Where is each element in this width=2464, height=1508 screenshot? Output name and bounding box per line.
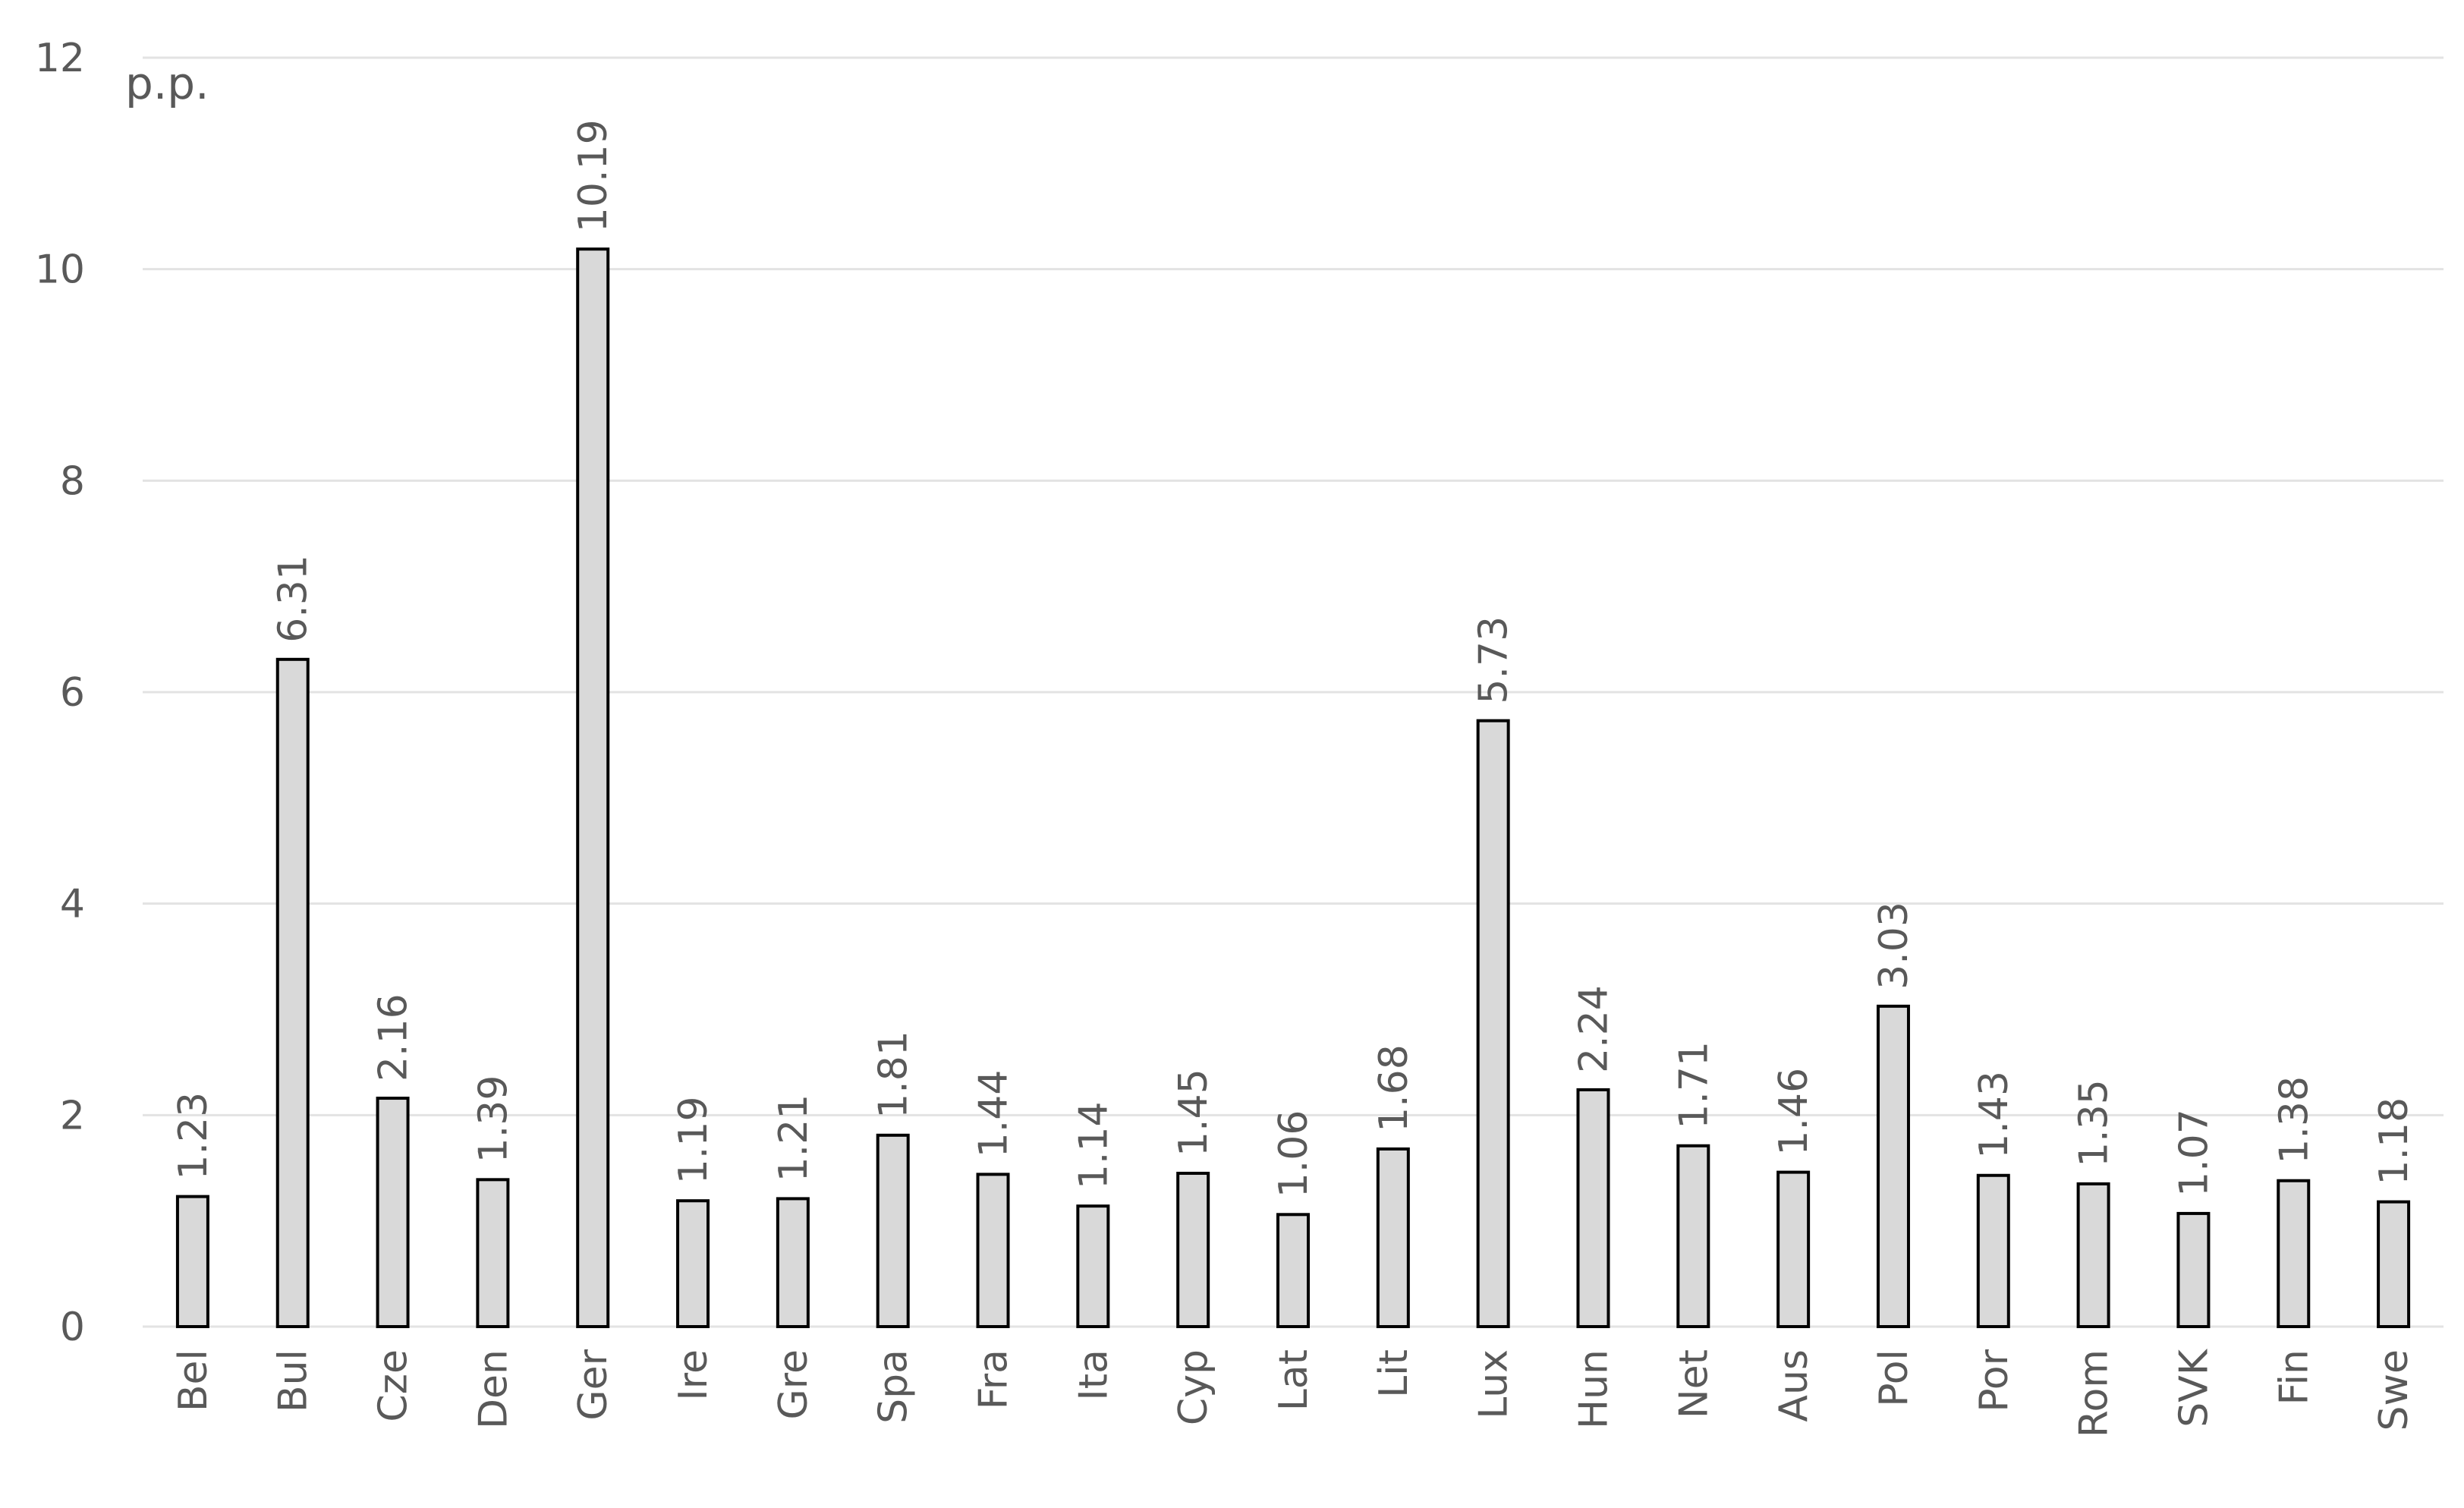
bar-rom [2076, 1182, 2110, 1329]
bar-lux [1476, 719, 1510, 1328]
bar-cyp [1176, 1171, 1210, 1329]
y-tick-label: 12 [35, 36, 85, 81]
x-tick-label: Fra [971, 1349, 1017, 1409]
bar-aus [1776, 1170, 1811, 1329]
bar-pol [1876, 1004, 1910, 1328]
x-tick-label: SVK [2171, 1348, 2217, 1428]
data-label: 2.24 [1571, 985, 1616, 1073]
x-tick-label: Bel [171, 1349, 216, 1412]
data-label: 1.14 [1071, 1101, 1116, 1189]
data-label: 1.68 [1371, 1044, 1417, 1132]
y-tick-label: 10 [35, 247, 85, 293]
y-tick-label: 0 [60, 1305, 85, 1350]
x-tick-label: Aus [1771, 1349, 1817, 1422]
y-tick-label: 4 [60, 882, 85, 927]
bar-ire [676, 1199, 710, 1329]
x-tick-label: Ire [671, 1349, 716, 1401]
x-tick-label: Lit [1371, 1349, 1417, 1398]
x-tick-label: Swe [2371, 1349, 2417, 1431]
x-tick-label: Rom [2072, 1349, 2117, 1437]
data-labels: 1.23 6.31 2.16 1.39 10.19 1.19 1.21 1.81 1.44 1.1… [171, 119, 2417, 1198]
data-label: 1.23 [171, 1092, 216, 1180]
data-label: 1.35 [2072, 1079, 2117, 1167]
y-tick-label: 2 [60, 1093, 85, 1138]
x-tick-label: Pol [1871, 1349, 1917, 1407]
data-label: 1.44 [971, 1070, 1017, 1158]
bar-lit [1376, 1147, 1410, 1329]
x-tick-label: Gre [771, 1349, 817, 1420]
bar-svk [2176, 1211, 2211, 1328]
x-tick-label: Net [1671, 1349, 1717, 1418]
bar-bel [175, 1195, 209, 1328]
x-tick-label: Por [1972, 1349, 2017, 1412]
data-label: 1.21 [771, 1094, 817, 1182]
bar-hun [1576, 1088, 1610, 1328]
x-tick-label: Lux [1471, 1349, 1517, 1419]
data-label: 2.16 [371, 993, 417, 1081]
bar-ger [576, 247, 610, 1328]
bar-den [476, 1178, 510, 1328]
y-unit-label: p.p. [125, 58, 209, 109]
data-label: 1.46 [1771, 1068, 1817, 1156]
y-tick-label: 6 [60, 670, 85, 716]
bar-ita [1076, 1204, 1110, 1329]
x-axis-ticks: Bel Bul Cze Den Ger Ire Gre Spa Fra Ita Cyp Lat Lit L… [171, 1348, 2417, 1437]
bar-swe [2377, 1200, 2411, 1328]
x-tick-label: Ger [571, 1349, 616, 1420]
x-tick-label: Bul [271, 1349, 316, 1412]
data-label: 3.03 [1871, 902, 1917, 990]
data-label: 1.81 [871, 1031, 917, 1119]
bar-bul [275, 657, 310, 1328]
data-label: 1.19 [671, 1096, 716, 1184]
bar-spa [876, 1133, 910, 1328]
x-tick-label: Cze [371, 1349, 417, 1422]
data-label: 6.31 [271, 555, 316, 643]
data-label: 1.71 [1671, 1041, 1717, 1129]
data-label: 5.73 [1471, 616, 1517, 704]
data-label: 10.19 [571, 119, 616, 232]
data-label: 1.06 [1271, 1110, 1317, 1198]
bar-gre [776, 1197, 810, 1328]
bar-cze [376, 1097, 410, 1329]
data-label: 1.45 [1171, 1069, 1216, 1157]
x-tick-label: Fin [2271, 1349, 2317, 1406]
gridlines [143, 56, 2444, 1328]
data-label: 1.38 [2271, 1076, 2317, 1164]
data-label: 1.07 [2171, 1109, 2217, 1197]
bar-lat [1276, 1213, 1310, 1328]
x-tick-label: Cyp [1171, 1349, 1216, 1425]
bar-fra [976, 1173, 1010, 1328]
x-tick-label: Lat [1271, 1349, 1317, 1411]
x-tick-label: Hun [1571, 1349, 1616, 1429]
x-tick-label: Den [470, 1349, 516, 1429]
data-label: 1.18 [2371, 1097, 2417, 1185]
y-tick-label: 8 [60, 458, 85, 504]
bar-fin [2277, 1179, 2311, 1328]
data-label: 1.39 [470, 1075, 516, 1163]
data-label: 1.43 [1972, 1071, 2017, 1159]
bars [175, 247, 2411, 1329]
bar-por [1976, 1173, 2010, 1328]
x-tick-label: Ita [1071, 1349, 1116, 1401]
x-tick-label: Spa [871, 1349, 917, 1424]
y-axis-ticks: 0 2 4 6 8 10 12 [35, 36, 85, 1350]
bar-net [1676, 1144, 1710, 1328]
